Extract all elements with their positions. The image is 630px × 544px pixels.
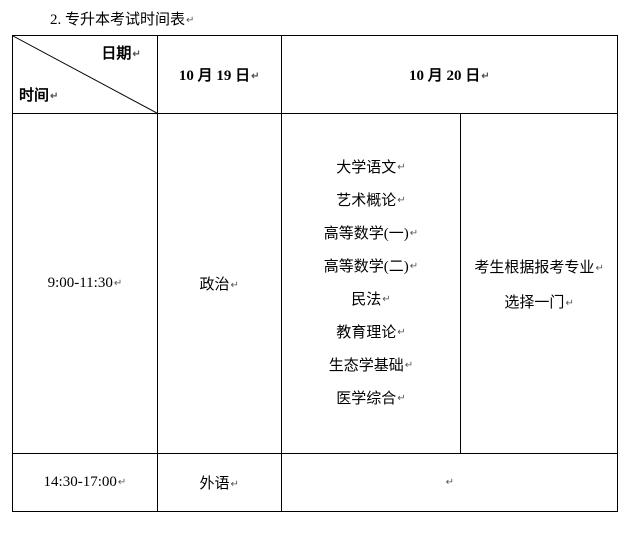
- table-row: 9:00-11:30↵ 政治↵ 大学语文↵ 艺术概论↵ 高等数学(一)↵ 高等数…: [13, 114, 618, 454]
- table-header-row: 日期↵ 时间↵ 10 月 19 日↵ 10 月 20 日↵: [13, 36, 618, 114]
- slot1-time-cell: 9:00-11:30↵: [13, 114, 158, 454]
- header-time-label: 时间↵: [19, 84, 58, 105]
- slot2-time-cell: 14:30-17:00↵: [13, 454, 158, 512]
- list-item: 医学综合↵: [288, 383, 455, 416]
- note-line2: 选择一门↵: [467, 291, 611, 312]
- header-date-label: 日期↵: [101, 42, 140, 63]
- list-item: 高等数学(二)↵: [288, 251, 455, 284]
- note-line1: 考生根据报考专业↵: [467, 256, 611, 277]
- list-item: 大学语文↵: [288, 152, 455, 185]
- schedule-table: 日期↵ 时间↵ 10 月 19 日↵ 10 月 20 日↵ 9:00-11:30…: [12, 35, 618, 512]
- header-diagonal-cell: 日期↵ 时间↵: [13, 36, 158, 114]
- slot2-day1-cell: 外语↵: [157, 454, 281, 512]
- paragraph-marker: ↵: [186, 15, 194, 26]
- slot1-day1-cell: 政治↵: [157, 114, 281, 454]
- slot1-day2-subjects-cell: 大学语文↵ 艺术概论↵ 高等数学(一)↵ 高等数学(二)↵ 民法↵ 教育理论↵ …: [281, 114, 461, 454]
- header-day1: 10 月 19 日↵: [157, 36, 281, 114]
- title-text: 2. 专升本考试时间表: [50, 12, 185, 28]
- list-item: 民法↵: [288, 284, 455, 317]
- header-day2: 10 月 20 日↵: [281, 36, 617, 114]
- list-item: 生态学基础↵: [288, 350, 455, 383]
- list-item: 艺术概论↵: [288, 185, 455, 218]
- table-row: 14:30-17:00↵ 外语↵ ↵: [13, 454, 618, 512]
- slot2-day2-cell: ↵: [281, 454, 617, 512]
- table-title: 2. 专升本考试时间表↵: [12, 8, 618, 29]
- slot1-day2-note-cell: 考生根据报考专业↵ 选择一门↵: [461, 114, 618, 454]
- list-item: 高等数学(一)↵: [288, 218, 455, 251]
- subject-list: 大学语文↵ 艺术概论↵ 高等数学(一)↵ 高等数学(二)↵ 民法↵ 教育理论↵ …: [288, 140, 455, 428]
- list-item: 教育理论↵: [288, 317, 455, 350]
